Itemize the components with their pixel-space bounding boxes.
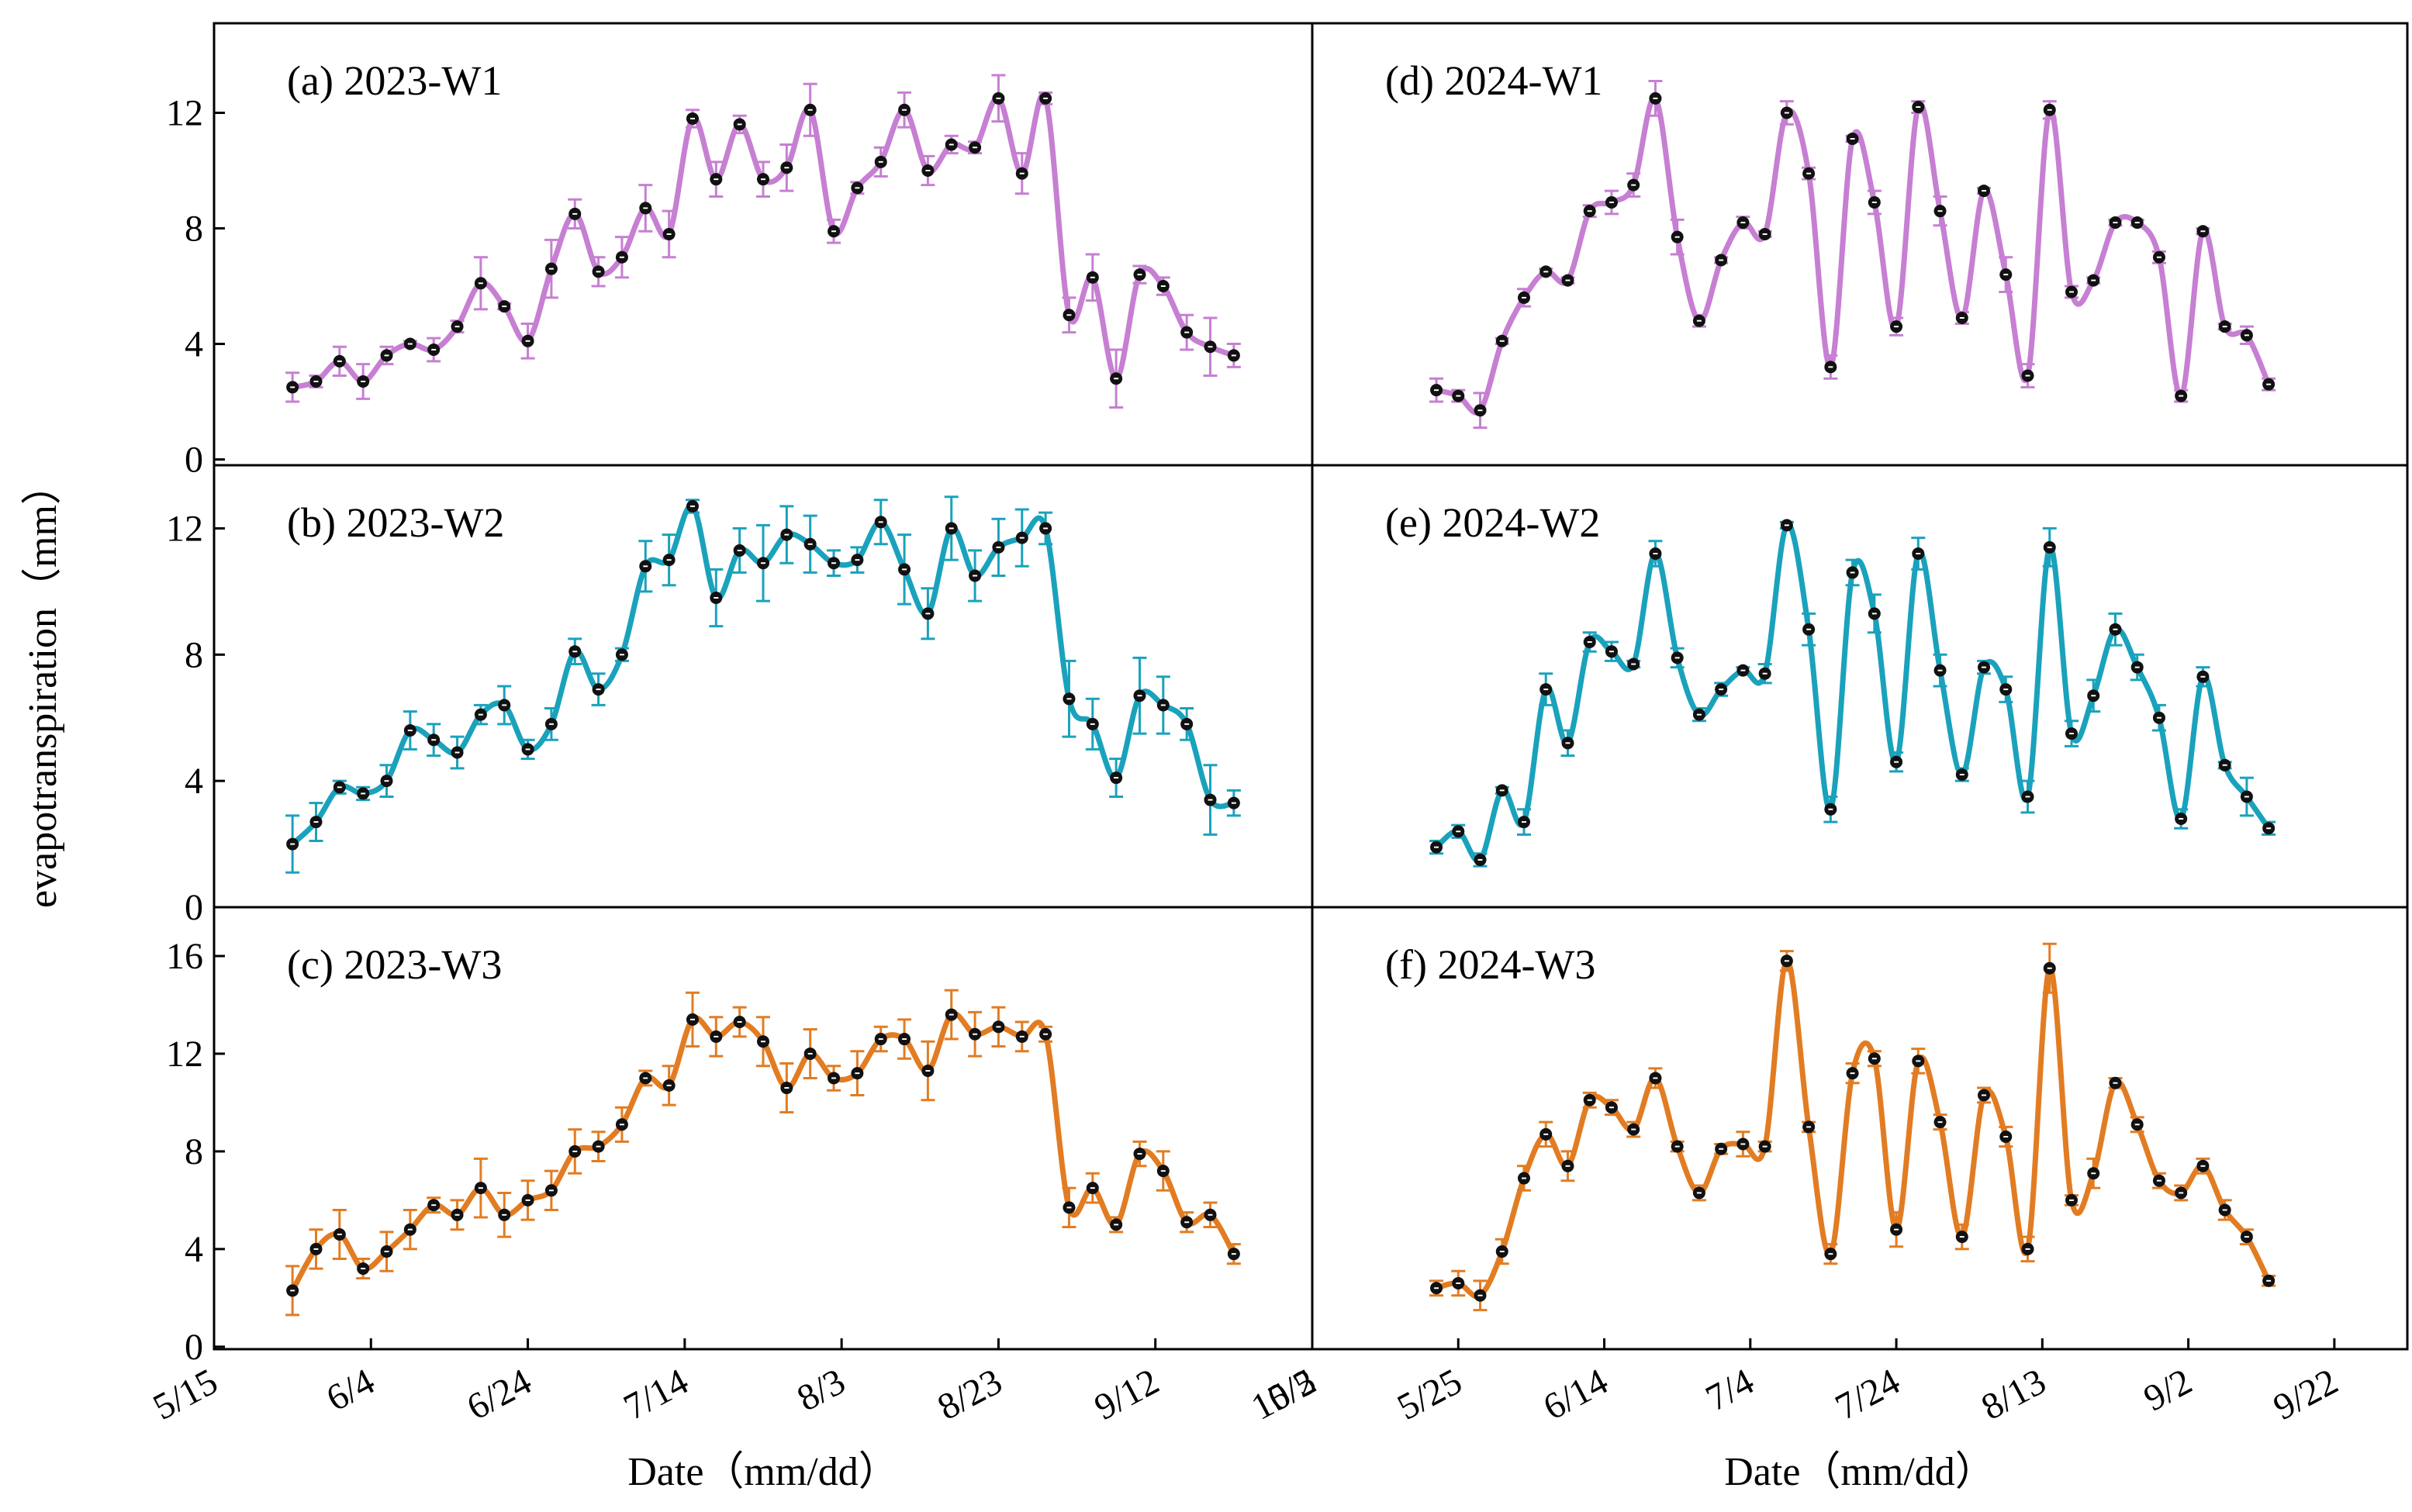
panel-title: (e) 2024-W2 — [1385, 499, 1600, 546]
y-tick-label: 0 — [185, 1327, 203, 1368]
x-tick-label: 5/15 — [147, 1361, 224, 1428]
x-tick-label: 7/4 — [1699, 1361, 1761, 1420]
y-tick-label: 4 — [185, 761, 203, 802]
y-tick-label: 16 — [166, 936, 203, 977]
panel-title: (f) 2024-W3 — [1385, 941, 1595, 988]
x-axis-label: Date（mm/dd） — [627, 1450, 899, 1494]
x-tick-label: 8/23 — [931, 1361, 1008, 1428]
x-tick-label: 9/12 — [1088, 1361, 1166, 1428]
y-tick-label: 12 — [166, 508, 203, 549]
x-tick-label: 8/3 — [790, 1361, 852, 1420]
x-tick-label: 8/13 — [1975, 1361, 2052, 1428]
y-axis-label: evapotranspiration（mm） — [21, 464, 65, 908]
x-tick-label: 5/25 — [1391, 1361, 1468, 1428]
panel-title: (a) 2023-W1 — [287, 57, 502, 104]
panel-frame — [1311, 906, 2409, 1351]
y-tick-label: 4 — [185, 1229, 203, 1270]
series-line — [290, 503, 1235, 847]
y-tick-label: 12 — [166, 1034, 203, 1075]
y-tick-label: 4 — [185, 324, 203, 365]
y-tick-label: 0 — [185, 887, 203, 928]
x-tick-label: 6/14 — [1536, 1361, 1614, 1428]
y-tick-label: 8 — [185, 209, 203, 250]
y-tick-label: 0 — [185, 440, 203, 481]
y-tick-label: 12 — [166, 92, 203, 133]
x-tick-label: 6/24 — [460, 1361, 537, 1428]
x-tick-label: 9/22 — [2267, 1361, 2345, 1428]
x-tick-label: 9/2 — [2137, 1361, 2199, 1420]
series-line — [1436, 958, 2272, 1300]
panel-title: (b) 2023-W2 — [287, 499, 504, 546]
y-tick-label: 8 — [185, 634, 203, 675]
x-tick-label: 6/4 — [320, 1361, 381, 1420]
panel-title: (d) 2024-W1 — [1385, 57, 1602, 104]
x-tick-label: 7/14 — [617, 1361, 695, 1428]
x-axis-label: Date（mm/dd） — [1724, 1450, 1996, 1494]
panel-title: (c) 2023-W3 — [287, 941, 502, 988]
y-tick-label: 8 — [185, 1131, 203, 1172]
x-tick-label: 7/24 — [1829, 1361, 1906, 1428]
